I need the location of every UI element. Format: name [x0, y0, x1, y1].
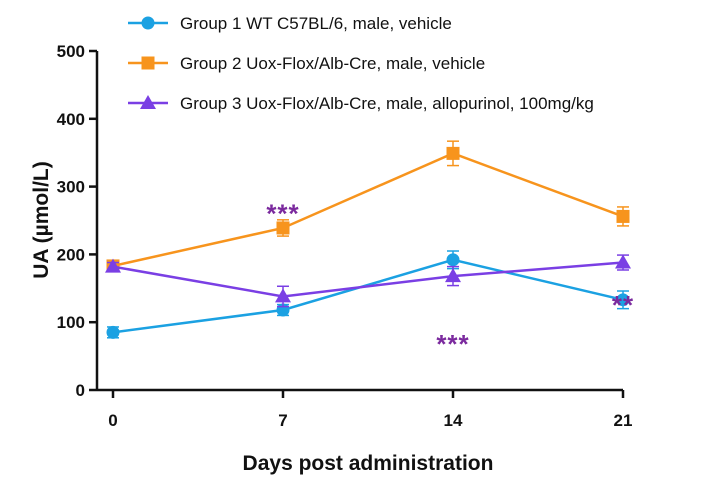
data-point	[105, 258, 121, 273]
y-tick-label: 300	[57, 178, 85, 197]
data-point	[446, 253, 460, 267]
y-tick-label: 400	[57, 110, 85, 129]
data-point	[445, 268, 461, 283]
legend-label: Group 2 Uox-Flox/Alb-Cre, male, vehicle	[180, 54, 485, 73]
legend-marker	[140, 95, 156, 109]
series-3	[105, 254, 631, 308]
axes: 0 100 200 300 400 500 0 7 14 21	[57, 42, 633, 430]
data-point	[616, 209, 630, 223]
plot-area: ********	[105, 140, 634, 359]
data-point	[615, 254, 631, 269]
y-tick-label: 500	[57, 42, 85, 61]
legend-marker	[141, 56, 155, 70]
y-tick-label: 100	[57, 313, 85, 332]
data-point	[276, 221, 290, 235]
x-tick-label: 7	[278, 411, 287, 430]
data-point	[446, 146, 460, 160]
x-tick-label: 14	[444, 411, 463, 430]
legend: Group 1 WT C57BL/6, male, vehicle Group 2…	[128, 14, 594, 113]
data-point	[616, 293, 630, 307]
x-tick-label: 21	[614, 411, 633, 430]
y-axis-title: UA (µmol/L)	[30, 161, 53, 278]
significance-label: ***	[266, 198, 299, 228]
legend-marker	[141, 16, 155, 30]
x-tick-label: 0	[108, 411, 117, 430]
legend-label: Group 1 WT C57BL/6, male, vehicle	[180, 14, 452, 33]
data-point	[106, 325, 120, 339]
legend-item-2: Group 2 Uox-Flox/Alb-Cre, male, vehicle	[128, 54, 485, 73]
legend-item-1: Group 1 WT C57BL/6, male, vehicle	[128, 14, 452, 33]
series-line	[112, 152, 624, 268]
significance-label: **	[612, 290, 634, 320]
x-axis-title: Days post administration	[243, 452, 494, 475]
data-point	[275, 288, 291, 303]
series-line	[112, 258, 624, 334]
significance-label: ***	[436, 329, 469, 359]
series-1	[106, 250, 630, 339]
legend-item-3: Group 3 Uox-Flox/Alb-Cre, male, allopuri…	[128, 94, 594, 113]
legend-label: Group 3 Uox-Flox/Alb-Cre, male, allopuri…	[180, 94, 594, 113]
series-2	[106, 140, 630, 273]
series-line	[112, 261, 624, 298]
y-tick-label: 0	[76, 381, 85, 400]
y-tick-label: 200	[57, 245, 85, 264]
